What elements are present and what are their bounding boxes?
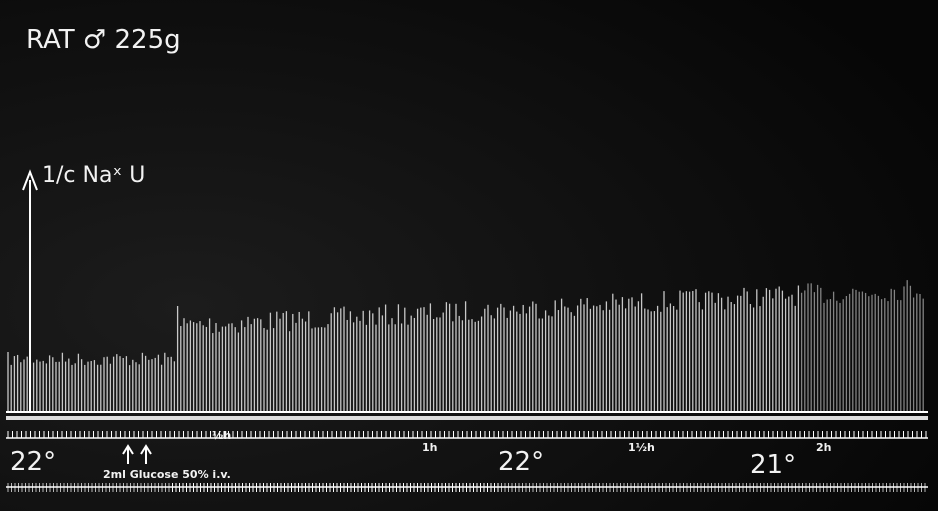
- title: RAT ♂ 225g: [26, 25, 181, 55]
- time-mark: 1h: [422, 441, 438, 454]
- injection-arrows: [122, 444, 152, 464]
- time-mark: 1½h: [628, 441, 655, 454]
- temperature: 22°: [498, 447, 544, 477]
- scale-arrow-head: [22, 169, 38, 191]
- time-ruler: [6, 431, 928, 439]
- trace: [7, 280, 924, 411]
- injection-label: 2ml Glucose 50% i.v.: [103, 468, 231, 481]
- temperature: 21°: [750, 450, 796, 480]
- time-mark: 2h: [816, 441, 832, 454]
- time-mark: ½h: [212, 429, 231, 442]
- temperature: 22°: [10, 447, 56, 477]
- scale-label: 1/c Naˣ U: [42, 163, 145, 188]
- signal-ruler: [6, 483, 928, 492]
- band: [6, 416, 928, 420]
